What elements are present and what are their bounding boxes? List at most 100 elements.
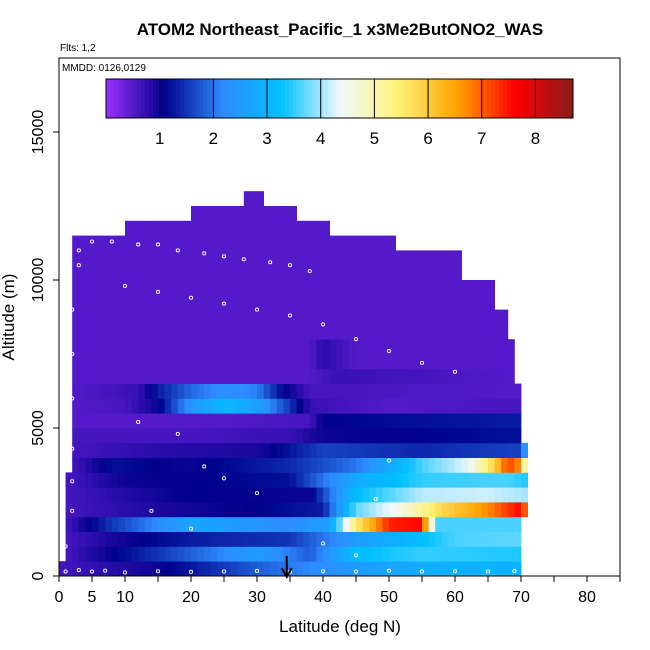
- colorbar-tick-label: 6: [423, 129, 432, 148]
- heatmap-cell: [72, 531, 80, 547]
- heatmap-cell: [164, 220, 172, 236]
- heatmap-cell: [230, 309, 238, 340]
- heatmap-cell: [85, 235, 93, 251]
- heatmap-cell: [72, 368, 80, 384]
- heatmap-cell: [158, 250, 165, 281]
- heatmap-cell: [270, 398, 278, 414]
- heatmap-cell: [191, 561, 198, 577]
- heatmap-cell: [158, 383, 165, 399]
- colorbar-segment: [534, 79, 539, 118]
- flights-label: Flts: 1,2: [60, 43, 96, 54]
- heatmap-cell: [369, 309, 377, 340]
- heatmap-cell: [111, 398, 119, 414]
- heatmap-cell: [276, 368, 284, 384]
- heatmap-cell: [428, 428, 436, 444]
- sample-point: [353, 553, 359, 558]
- heatmap-cell: [72, 398, 80, 414]
- heatmap-cell: [448, 561, 456, 577]
- heatmap-cell: [270, 561, 278, 577]
- heatmap-row: [72, 368, 515, 384]
- heatmap-cell: [105, 487, 113, 503]
- heatmap-cell: [336, 457, 344, 473]
- heatmap-cell: [118, 516, 126, 532]
- colorbar-segment: [288, 79, 294, 118]
- colorbar-segment: [141, 79, 146, 118]
- heatmap-cell: [171, 442, 179, 458]
- heatmap-cell: [441, 516, 449, 532]
- heatmap-cell: [125, 413, 132, 429]
- colorbar-segment: [464, 79, 469, 118]
- colorbar-segment: [421, 79, 426, 118]
- heatmap-cell: [342, 383, 350, 399]
- heatmap-cell: [138, 502, 146, 518]
- heatmap-cell: [276, 457, 284, 473]
- heatmap-cell: [270, 442, 278, 458]
- heatmap-cell: [230, 502, 238, 518]
- heatmap-cell: [131, 516, 139, 532]
- heatmap-cell: [290, 383, 297, 399]
- colorbar-segment: [514, 79, 520, 118]
- sample-point: [221, 301, 227, 306]
- heatmap-cell: [204, 561, 212, 577]
- heatmap-cell: [131, 457, 139, 473]
- heatmap-cell: [389, 413, 396, 429]
- heatmap-cell: [329, 368, 337, 384]
- heatmap-cell: [217, 531, 225, 547]
- heatmap-cell: [481, 516, 489, 532]
- colorbar-segment: [222, 79, 228, 118]
- heatmap-cell: [243, 250, 251, 281]
- heatmap-cell: [349, 472, 357, 488]
- sample-point: [452, 569, 458, 574]
- heatmap-cell: [488, 428, 495, 444]
- heatmap-cell: [92, 457, 99, 473]
- heatmap-cell: [488, 487, 495, 503]
- heatmap-cell: [276, 502, 284, 518]
- heatmap-cell: [85, 398, 93, 414]
- heatmap-cell: [224, 442, 231, 458]
- heatmap-cell: [204, 546, 212, 562]
- colorbar-segment: [242, 79, 247, 118]
- heatmap-cell: [270, 235, 278, 251]
- colorbar-segment: [409, 79, 414, 118]
- colorbar-segment: [331, 79, 337, 118]
- heatmap-cell: [118, 413, 126, 429]
- heatmap-cell: [290, 472, 297, 488]
- heatmap-cell: [349, 398, 357, 414]
- heatmap-cell: [507, 368, 515, 384]
- heatmap-cell: [422, 487, 429, 503]
- heatmap-cell: [468, 502, 476, 518]
- heatmap-cell: [138, 472, 146, 488]
- heatmap-cell: [144, 398, 152, 414]
- heatmap-cell: [395, 383, 403, 399]
- heatmap-cell: [296, 502, 304, 518]
- heatmap-cell: [395, 472, 403, 488]
- heatmap-cell: [461, 339, 469, 370]
- heatmap-cell: [514, 502, 522, 518]
- heatmap-cell: [356, 516, 363, 532]
- sample-point: [70, 396, 75, 401]
- heatmap-cell: [131, 428, 139, 444]
- heatmap-cell: [309, 561, 317, 577]
- heatmap-cell: [369, 368, 377, 384]
- heatmap-cell: [408, 442, 416, 458]
- heatmap-cell: [111, 309, 119, 340]
- heatmap-cell: [217, 220, 225, 236]
- colorbar-frame: [105, 78, 574, 119]
- heatmap-cell: [85, 309, 93, 340]
- heatmap-cell: [125, 546, 132, 562]
- heatmap-cell: [191, 368, 198, 384]
- heatmap-cell: [474, 383, 482, 399]
- heatmap-cell: [197, 516, 205, 532]
- heatmap-cell: [514, 413, 522, 429]
- heatmap-cell: [138, 442, 146, 458]
- heatmap-cell: [349, 457, 357, 473]
- heatmap-cell: [276, 442, 284, 458]
- heatmap-row: [59, 561, 522, 577]
- colorbar-segment: [246, 79, 251, 118]
- heatmap-cell: [415, 383, 423, 399]
- heatmap-cell: [270, 502, 278, 518]
- heatmap-cell: [507, 457, 515, 473]
- heatmap-cell: [448, 472, 456, 488]
- sample-point: [221, 476, 227, 481]
- heatmap-cell: [184, 428, 192, 444]
